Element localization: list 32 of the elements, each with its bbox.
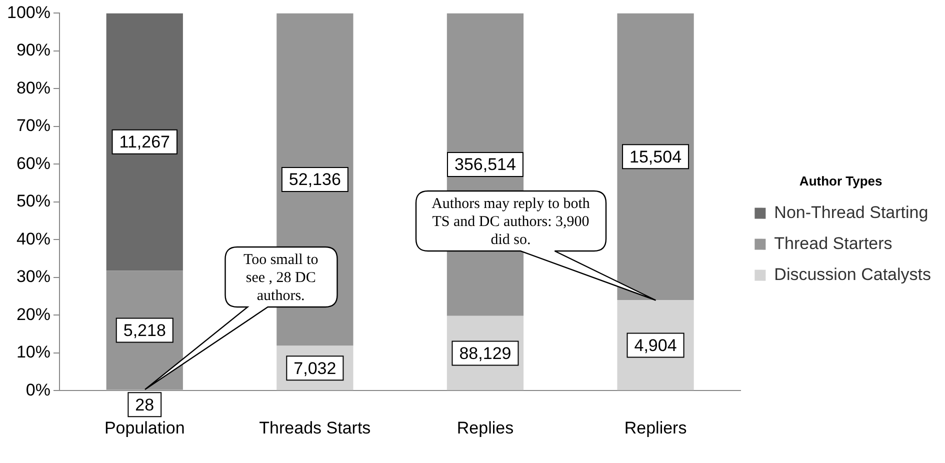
- y-tick-label: 80%: [16, 78, 50, 98]
- legend-label: Thread Starters: [774, 234, 892, 253]
- y-tick-label: 70%: [16, 116, 50, 136]
- y-tick-label: 30%: [16, 267, 50, 286]
- annotation: 52,136: [288, 170, 341, 190]
- x-tick-label: Population: [104, 418, 185, 438]
- y-tick-label: 60%: [16, 154, 50, 173]
- annotation: 7,032: [294, 358, 336, 378]
- x-tick-label: Repliers: [624, 418, 687, 438]
- y-tick-label: 0%: [26, 380, 50, 400]
- speech-bubble: Authors may reply to both TS and DC authors: 3,900 did so.: [416, 190, 656, 300]
- legend-label: Discussion Catalysts: [774, 264, 931, 284]
- annotation: 356,514: [454, 155, 516, 174]
- annotation: Authors may reply to both TS and DC authors: 3,900 did so.: [430, 194, 591, 249]
- y-tick-label: 10%: [16, 342, 50, 362]
- annotation: Too small to see , 28 DC authors.: [242, 251, 320, 306]
- bar: [617, 13, 694, 300]
- annotation: 11,267: [119, 132, 170, 152]
- y-tick-label: 20%: [16, 304, 50, 324]
- x-tick-label: Threads Starts: [259, 418, 371, 438]
- annotation: 88,129: [459, 344, 512, 363]
- annotation: 5,218: [123, 320, 166, 340]
- y-tick-label: 40%: [16, 229, 50, 248]
- annotation: 15,504: [630, 147, 682, 166]
- annotation: 4,904: [634, 336, 677, 355]
- legend-label: Non-Thread Starting: [774, 202, 928, 222]
- text: 28: [135, 395, 154, 414]
- y-tick-label: 90%: [16, 40, 50, 60]
- y-tick-label: 50%: [16, 192, 50, 211]
- legend-title: Author Types: [799, 173, 882, 188]
- y-tick-label: 100%: [6, 2, 50, 22]
- x-tick-label: Replies: [456, 418, 514, 438]
